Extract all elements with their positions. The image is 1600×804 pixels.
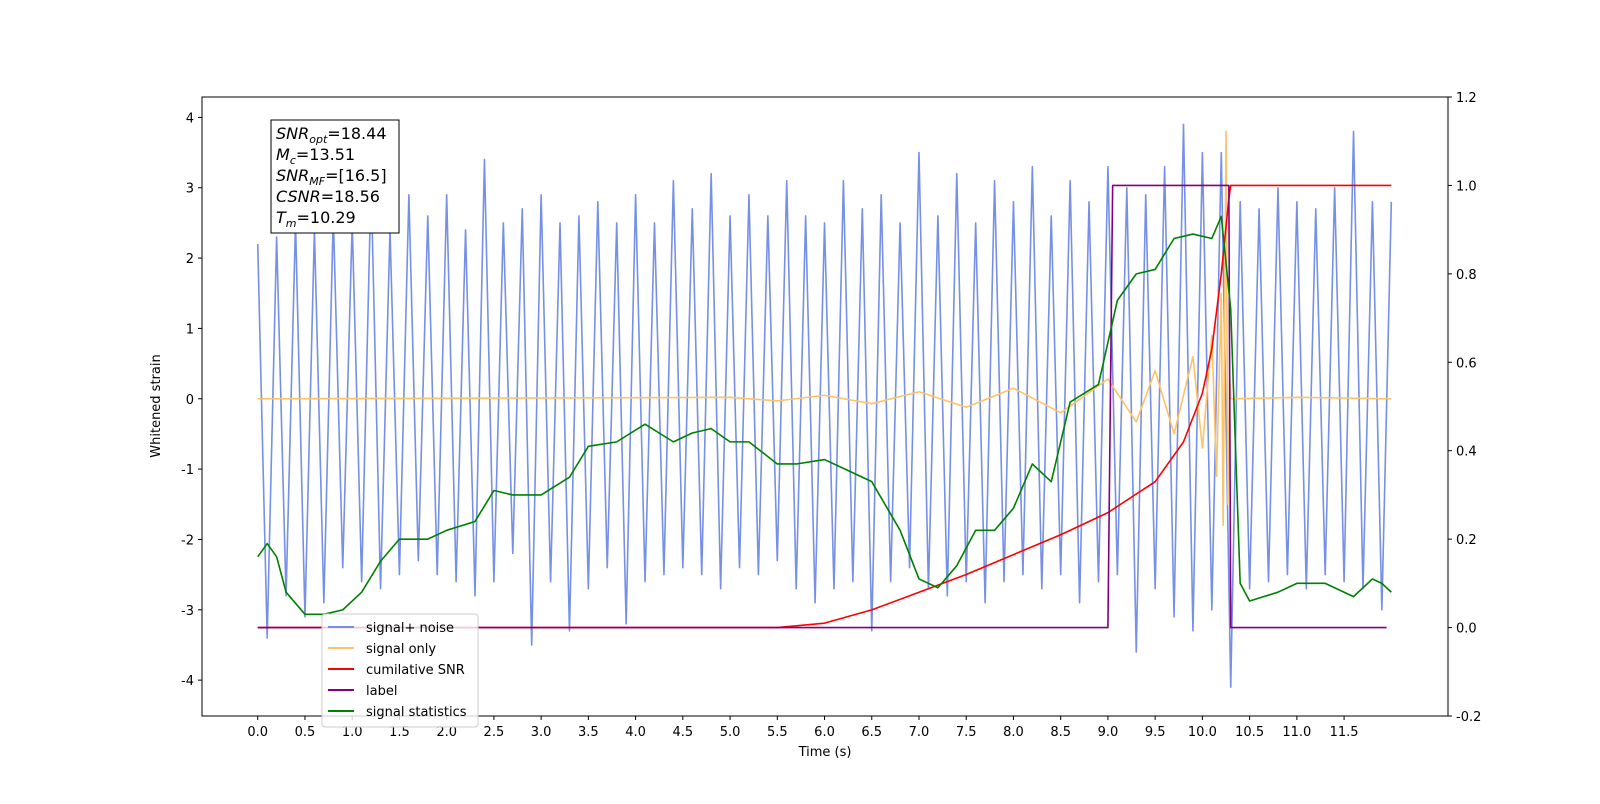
annotation-subscript: m xyxy=(286,217,297,230)
series-line xyxy=(257,130,1392,527)
y2-tick-label: 0.0 xyxy=(1456,622,1477,637)
annotation-symbol: T xyxy=(276,208,287,227)
y-tick-label: -4 xyxy=(181,674,194,689)
plot-frame xyxy=(201,96,1449,717)
series-line xyxy=(256,123,1393,688)
y-tick-label: -2 xyxy=(181,533,194,548)
annotation-subscript: c xyxy=(290,154,296,167)
annotation-line: SNRMF=[16.5] xyxy=(276,166,387,188)
series-line xyxy=(257,215,1392,616)
x-tick-label: 0.0 xyxy=(247,725,268,740)
x-tick-label: 9.0 xyxy=(1098,725,1119,740)
y2-tick-label: 1.0 xyxy=(1456,179,1477,194)
annotation-line: Tm=10.29 xyxy=(276,208,356,230)
x-tick-label: 3.0 xyxy=(531,725,552,740)
y2-tick-label: 0.8 xyxy=(1456,268,1477,283)
y-tick-label: -3 xyxy=(181,604,194,619)
x-tick-label: 10.0 xyxy=(1188,725,1217,740)
x-tick-label: 0.5 xyxy=(295,725,316,740)
annotation-subscript: MF xyxy=(309,175,325,188)
annotation-value: =10.29 xyxy=(297,208,356,227)
x-tick-label: 4.0 xyxy=(625,725,646,740)
y-tick-label: 4 xyxy=(186,111,194,126)
x-tick-label: 5.0 xyxy=(720,725,741,740)
x-tick-label: 7.0 xyxy=(909,725,930,740)
annotation-value: =18.44 xyxy=(327,124,386,143)
x-tick-label: 11.0 xyxy=(1282,725,1311,740)
x-tick-label: 6.0 xyxy=(814,725,835,740)
legend-label: signal+ noise xyxy=(366,621,454,636)
annotation-value: =[16.5] xyxy=(325,166,387,185)
annotation-subscript: opt xyxy=(309,133,328,146)
y-tick-label: 0 xyxy=(186,393,194,408)
x-tick-label: 6.5 xyxy=(861,725,882,740)
y2-tick-label: 0.6 xyxy=(1456,356,1477,371)
x-tick-label: 8.5 xyxy=(1050,725,1071,740)
legend-label: label xyxy=(366,684,397,699)
y2-tick-label: 0.4 xyxy=(1456,445,1477,460)
legend-label: cumilative SNR xyxy=(366,663,465,678)
legend-box xyxy=(321,613,479,728)
x-tick-label: 2.5 xyxy=(484,725,505,740)
x-tick-label: 9.5 xyxy=(1145,725,1166,740)
annotation-line: CSNR=18.56 xyxy=(276,187,380,206)
y-tick-label: -1 xyxy=(181,463,194,478)
annotation-line: Mc=13.51 xyxy=(276,145,355,167)
y2-tick-label: 1.2 xyxy=(1456,91,1477,106)
annotation-symbol: SNR xyxy=(276,166,309,185)
annotation-value: =18.56 xyxy=(321,187,380,206)
y-tick-label: 3 xyxy=(186,182,194,197)
y2-tick-label: 0.2 xyxy=(1456,533,1477,548)
x-tick-label: 4.5 xyxy=(672,725,693,740)
y2-tick-label: -0.2 xyxy=(1456,710,1481,725)
x-tick-label: 3.5 xyxy=(578,725,599,740)
x-tick-label: 8.0 xyxy=(1003,725,1024,740)
annotation-value: =13.51 xyxy=(296,145,355,164)
annotation-box xyxy=(270,119,400,234)
x-tick-label: 10.5 xyxy=(1235,725,1264,740)
x-tick-label: 11.5 xyxy=(1330,725,1359,740)
annotation-symbol: M xyxy=(276,145,290,164)
annotation-symbol: SNR xyxy=(276,124,309,143)
x-tick-label: 2.0 xyxy=(436,725,457,740)
x-tick-label: 1.0 xyxy=(342,725,363,740)
x-axis-label: Time (s) xyxy=(798,745,852,760)
legend-label: signal only xyxy=(366,642,436,657)
annotation-symbol: CSNR xyxy=(276,187,321,206)
y-tick-label: 2 xyxy=(186,252,194,267)
x-tick-label: 5.5 xyxy=(767,725,788,740)
y-tick-label: 1 xyxy=(186,322,194,337)
series-line xyxy=(257,184,1387,629)
x-tick-label: 1.5 xyxy=(389,725,410,740)
annotation-line: SNRopt=18.44 xyxy=(276,124,387,146)
y-axis-label: Whitened strain xyxy=(149,354,164,457)
x-tick-label: 7.5 xyxy=(956,725,977,740)
legend-label: signal statistics xyxy=(366,705,467,720)
